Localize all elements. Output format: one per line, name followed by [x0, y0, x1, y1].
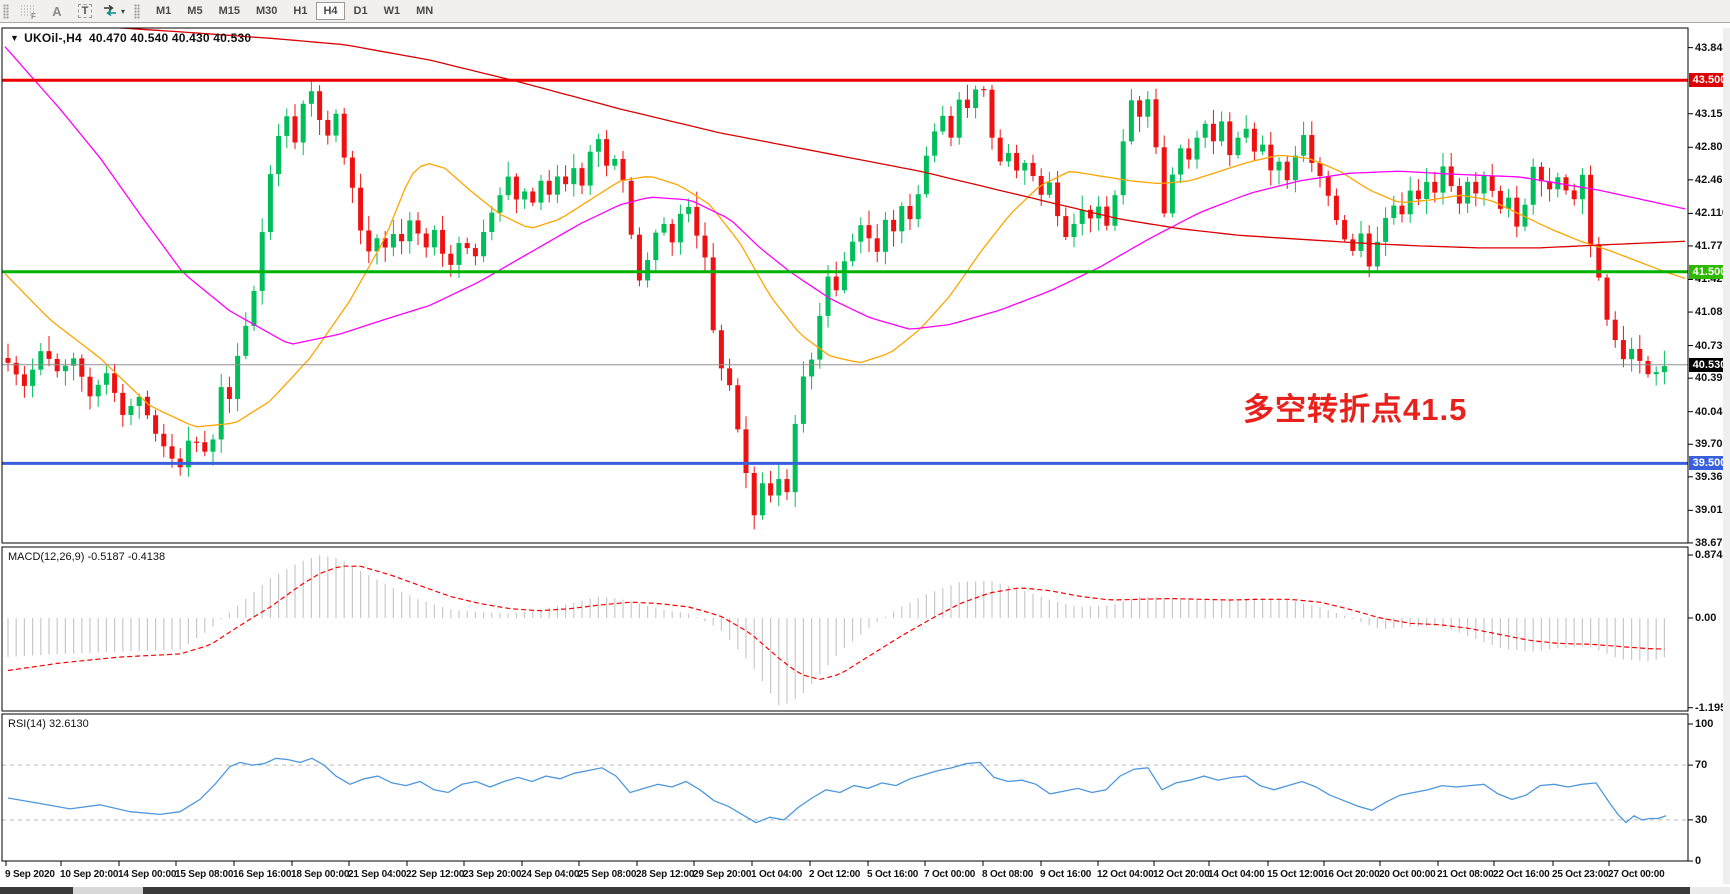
time-axis-label: 24 Sep 04:00 — [521, 869, 580, 880]
time-axis-label: 22 Oct 16:00 — [1493, 869, 1550, 880]
price-axis-label: 43.840 — [1695, 41, 1729, 54]
rsi-panel — [2, 757, 1688, 824]
macd-signal-line — [7, 565, 1665, 681]
time-axis-label: 16 Sep 16:00 — [233, 869, 292, 880]
time-axis-label: 25 Sep 08:00 — [578, 869, 637, 880]
price-axis-label: 40.390 — [1695, 372, 1729, 385]
time-axis-label: 10 Sep 20:00 — [60, 869, 119, 880]
rsi-axis-label: 0 — [1695, 855, 1702, 867]
time-axis-label: 18 Sep 00:00 — [291, 869, 350, 880]
time-axis-label: 8 Oct 08:00 — [982, 869, 1034, 880]
time-axis-label: 15 Oct 12:00 — [1267, 869, 1324, 880]
price-axis-label: 42.110 — [1695, 207, 1729, 220]
candles-group — [5, 80, 1667, 530]
toolbar-separator — [134, 3, 141, 19]
rsi-axis-label: 100 — [1695, 718, 1714, 730]
tf-button-M5[interactable]: M5 — [187, 5, 203, 17]
rsi-axis-label: 30 — [1695, 813, 1708, 826]
arrows-tool-button[interactable]: ▾ — [102, 2, 125, 21]
macd-indicator-label: MACD(12,26,9) -0.5187 -0.4138 — [8, 551, 166, 563]
time-axis-label: 1 Oct 04:00 — [751, 869, 803, 880]
price-axis-label: 41.080 — [1695, 306, 1729, 319]
time-axis-label: 14 Oct 04:00 — [1208, 869, 1265, 880]
price-axis-label: 42.460 — [1695, 173, 1729, 186]
right-edge-strip — [1723, 28, 1730, 884]
svg-text:F: F — [31, 12, 36, 19]
time-axis-label: 5 Oct 16:00 — [867, 869, 919, 880]
time-axis-label: 29 Sep 20:00 — [693, 869, 752, 880]
time-axis-label: 9 Sep 2020 — [5, 869, 55, 880]
chart-title: ▼ UKOil-,H4 40.470 40.540 40.430 40.530 — [10, 31, 251, 45]
macd-axis-label: 0.00 — [1695, 612, 1717, 624]
horizontal-scrollbar[interactable] — [0, 887, 1730, 894]
time-axis-label: 2 Oct 12:00 — [809, 869, 861, 880]
grid-f-icon: F — [21, 5, 36, 19]
price-axis-label: 39.010 — [1695, 504, 1729, 517]
ohlc-values-label: 40.470 40.540 40.430 40.530 — [89, 31, 252, 45]
time-axis-label: 21 Oct 08:00 — [1437, 869, 1494, 880]
scrollbar-segment-1[interactable] — [73, 887, 143, 894]
tf-button-M1[interactable]: M1 — [156, 5, 172, 17]
time-axis-label: 22 Sep 12:00 — [406, 869, 465, 880]
time-axis-label: 12 Oct 04:00 — [1097, 869, 1154, 880]
time-axis-label: 9 Oct 16:00 — [1040, 869, 1092, 880]
price-badge-43.500: 43.500 — [1689, 73, 1730, 88]
arrows-icon — [104, 4, 116, 17]
collapse-triangle-icon[interactable]: ▼ — [10, 33, 20, 43]
chevron-down-icon[interactable]: ▾ — [121, 6, 126, 16]
tf-button-H4[interactable]: H4 — [316, 2, 345, 20]
time-axis-label: 12 Oct 20:00 — [1153, 869, 1210, 880]
price-badge-39.500: 39.500 — [1689, 456, 1730, 471]
rsi-axis-label: 70 — [1695, 759, 1708, 772]
scrollbar-segment-2[interactable] — [143, 887, 1690, 894]
time-axis-label: 15 Sep 08:00 — [175, 869, 234, 880]
chart-annotation-text[interactable]: 多空转折点41.5 — [1243, 392, 1468, 427]
price-axis-label: 38.670 — [1695, 536, 1729, 549]
timeframe-group: M1 M5 M15 M30 H1 H4 D1 W1 MN — [148, 2, 441, 20]
scrollbar-segment-3[interactable] — [1690, 887, 1730, 894]
time-axis-label: 14 Sep 00:00 — [118, 869, 177, 880]
toolbar-drag-handle[interactable] — [3, 3, 9, 19]
rsi-line — [7, 757, 1667, 824]
time-axis-label: 20 Oct 00:00 — [1379, 869, 1436, 880]
symbol-period-label: UKOil-,H4 — [24, 31, 82, 45]
time-axis-label: 25 Oct 23:00 — [1552, 869, 1609, 880]
price-axis-label: 42.800 — [1695, 141, 1729, 154]
toolbar: F A T ▾ M1 M5 M15 M30 H1 H4 D1 W1 MN — [0, 0, 1730, 23]
macd-histogram — [7, 555, 1666, 706]
price-axis-label: 40.040 — [1695, 405, 1729, 418]
tf-button-MN[interactable]: MN — [416, 5, 434, 17]
time-axis-label: 27 Oct 00:00 — [1608, 869, 1665, 880]
price-badge-40.530: 40.530 — [1689, 357, 1730, 372]
scrollbar-segment-0[interactable] — [0, 887, 73, 894]
price-badge-41.500: 41.500 — [1689, 264, 1730, 279]
text-label-button[interactable]: A — [46, 2, 68, 21]
price-axis-label: 40.730 — [1695, 339, 1729, 352]
tf-button-H1[interactable]: H1 — [293, 5, 308, 17]
boxed-t-icon: T — [77, 4, 93, 18]
letter-a-icon: A — [52, 3, 62, 19]
tf-button-W1[interactable]: W1 — [383, 5, 401, 17]
time-axis-label: 21 Sep 04:00 — [348, 869, 407, 880]
price-axis-label: 39.700 — [1695, 438, 1729, 451]
main-price-panel — [2, 28, 1688, 530]
tf-button-M15[interactable]: M15 — [218, 5, 240, 17]
rsi-indicator-label: RSI(14) 32.6130 — [8, 718, 89, 730]
text-box-button[interactable]: T — [74, 2, 96, 21]
time-axis-label: 16 Oct 20:00 — [1323, 869, 1380, 880]
macd-axis-label: 0.8745 — [1695, 549, 1729, 562]
tf-button-M30[interactable]: M30 — [255, 5, 278, 17]
crosshair-grid-icon[interactable]: F — [18, 2, 40, 21]
time-axis-label: 23 Sep 20:00 — [463, 869, 522, 880]
time-axis-label: 28 Sep 12:00 — [636, 869, 695, 880]
macd-axis-label: -1.1959 — [1695, 701, 1730, 714]
price-axis-label: 43.150 — [1695, 107, 1729, 120]
price-axis-label: 39.360 — [1695, 470, 1729, 483]
price-axis-label: 41.770 — [1695, 239, 1729, 252]
macd-panel — [7, 555, 1666, 706]
tf-button-D1[interactable]: D1 — [353, 5, 368, 17]
time-axis-label: 7 Oct 00:00 — [924, 869, 976, 880]
